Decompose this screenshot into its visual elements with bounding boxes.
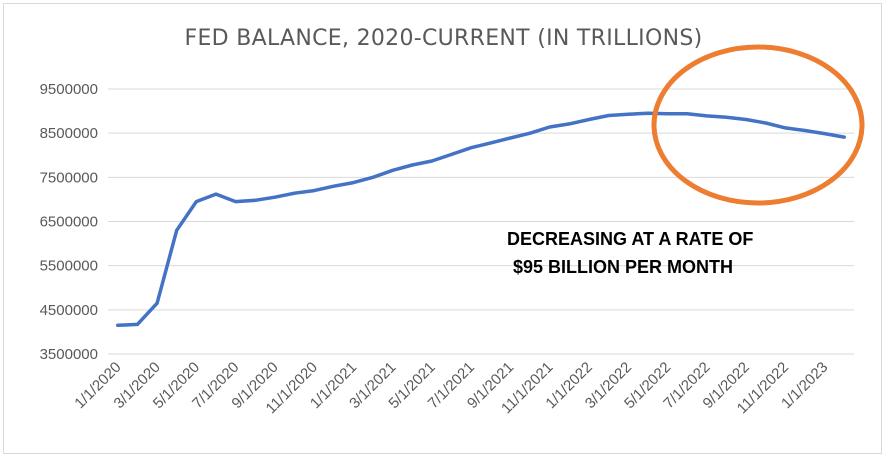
y-tick-label: 5500000 <box>40 258 98 275</box>
data-point <box>410 163 414 167</box>
data-point <box>705 114 709 118</box>
data-point <box>607 114 611 117</box>
data-point <box>803 129 807 133</box>
y-tick-label: 9500000 <box>40 81 98 98</box>
y-tick-label: 7500000 <box>40 169 98 186</box>
data-point <box>175 228 179 232</box>
data-point <box>293 191 296 195</box>
chart-frame <box>3 3 882 454</box>
data-point <box>783 126 787 130</box>
data-point <box>508 136 512 140</box>
data-point <box>391 168 395 172</box>
data-point <box>469 146 473 150</box>
data-point <box>587 117 591 121</box>
data-point <box>116 323 120 327</box>
data-point <box>489 141 493 145</box>
data-point <box>548 125 552 129</box>
y-tick-label: 3500000 <box>40 346 98 363</box>
data-point <box>764 121 768 125</box>
highlight-ellipse <box>651 44 865 206</box>
data-point <box>234 200 238 204</box>
annotation-line-2: $95 BILLION PER MONTH <box>513 257 733 277</box>
data-point <box>567 122 571 126</box>
y-tick-label: 6500000 <box>40 214 98 231</box>
data-point <box>823 132 827 136</box>
y-tick-label: 8500000 <box>40 125 98 142</box>
y-tick-label: 4500000 <box>40 302 98 319</box>
data-point <box>724 115 728 119</box>
data-point <box>626 112 630 116</box>
data-point <box>312 189 316 193</box>
data-point <box>332 184 336 188</box>
data-point <box>253 198 257 202</box>
data-point <box>351 181 355 185</box>
data-point <box>135 322 139 326</box>
data-point <box>685 112 689 116</box>
data-point <box>430 159 434 163</box>
data-point <box>842 135 846 139</box>
data-point <box>646 111 650 115</box>
data-point <box>214 192 218 196</box>
data-point <box>528 131 532 135</box>
data-point <box>666 112 669 116</box>
data-point <box>273 195 277 199</box>
data-point <box>155 301 159 305</box>
series-line <box>116 111 846 328</box>
data-point <box>450 152 454 156</box>
data-point <box>194 200 198 204</box>
annotation-line-1: DECREASING AT A RATE OF <box>507 229 753 249</box>
chart-title: FED BALANCE, 2020-CURRENT (IN TRILLIONS) <box>184 26 703 51</box>
data-point <box>371 175 375 179</box>
data-point <box>744 117 748 121</box>
